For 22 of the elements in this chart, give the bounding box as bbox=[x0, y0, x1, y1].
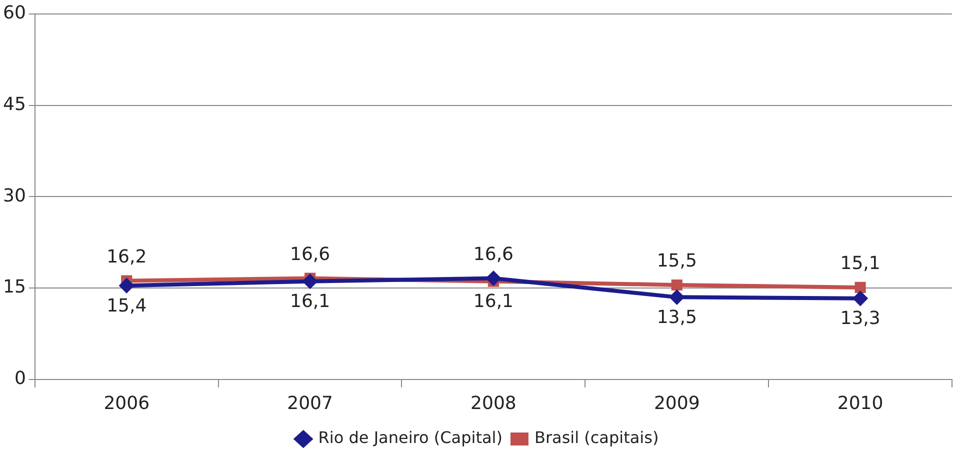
data-label: 16,1 bbox=[290, 291, 330, 312]
y-tick-label: 30 bbox=[3, 185, 26, 206]
y-tick-label: 45 bbox=[3, 94, 26, 116]
x-tick-label: 2010 bbox=[837, 392, 884, 414]
data-label: 15,5 bbox=[656, 250, 697, 272]
data-label: 16,1 bbox=[473, 291, 514, 312]
data-label: 16,2 bbox=[106, 246, 147, 268]
y-tick-label: 0 bbox=[14, 368, 26, 390]
data-label: 16,6 bbox=[473, 244, 514, 265]
y-tick-label: 15 bbox=[3, 276, 26, 298]
x-tick-label: 2007 bbox=[287, 392, 333, 414]
data-label: 13,3 bbox=[840, 308, 880, 330]
legend-label: Brasil (capitais) bbox=[534, 428, 659, 448]
data-label: 15,1 bbox=[840, 253, 880, 274]
data-label: 16,6 bbox=[290, 244, 330, 265]
legend-label: Rio de Janeiro (Capital) bbox=[318, 428, 502, 448]
data-label: 13,5 bbox=[656, 306, 697, 328]
x-tick-label: 2009 bbox=[654, 392, 700, 414]
y-tick-label: 60 bbox=[3, 2, 26, 24]
x-tick-label: 2006 bbox=[104, 392, 150, 414]
data-label: 15,4 bbox=[106, 295, 147, 316]
x-tick-label: 2008 bbox=[470, 392, 516, 414]
